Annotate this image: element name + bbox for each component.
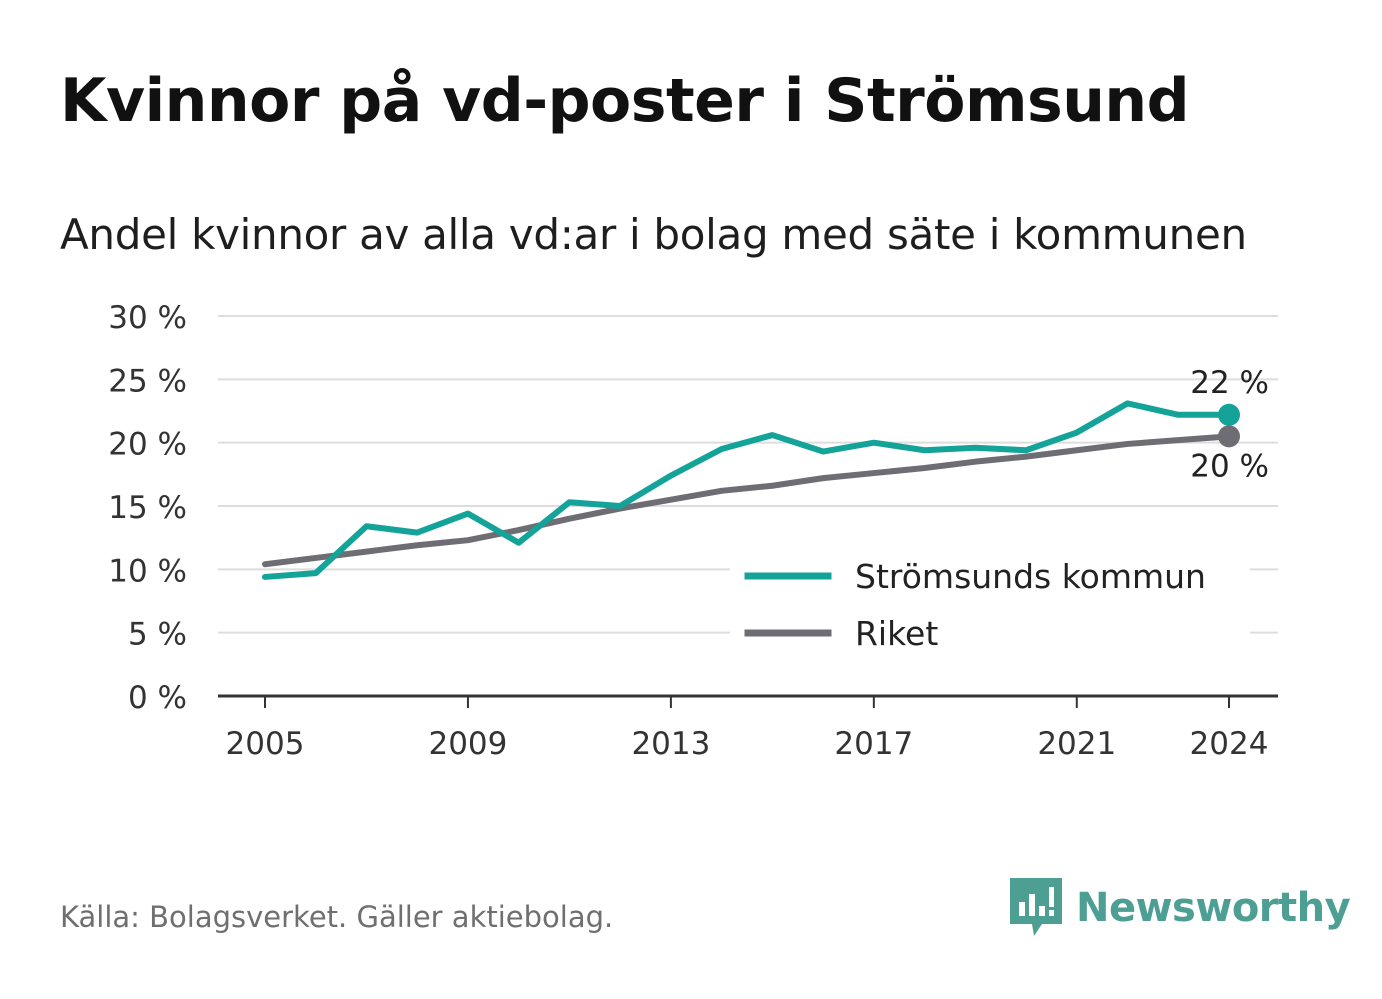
y-tick-label: 15 % — [108, 490, 187, 526]
legend: Strömsunds kommun Riket — [730, 544, 1250, 653]
series-group: 22 % 20 % — [262, 365, 1269, 580]
legend-label: Strömsunds kommun — [855, 557, 1206, 596]
x-tick-label: 2009 — [428, 726, 507, 762]
end-label-stromsund: 22 % — [1190, 365, 1269, 401]
y-tick-label: 30 % — [108, 300, 187, 336]
x-tick-label: 2005 — [226, 726, 305, 762]
chart-subtitle: Andel kvinnor av alla vd:ar i bolag med … — [60, 210, 1247, 259]
legend-label: Riket — [855, 614, 938, 653]
chart-title: Kvinnor på vd-poster i Strömsund — [60, 66, 1190, 136]
end-point-riket — [1218, 425, 1240, 448]
legend-bg — [730, 601, 1250, 653]
series-line-riket — [262, 433, 1232, 568]
x-axis: 2005 2009 2013 2017 2021 2024 — [218, 694, 1278, 762]
x-tick-label: 2017 — [834, 726, 913, 762]
y-tick-label: 20 % — [108, 427, 187, 463]
x-tick-label: 2013 — [631, 726, 710, 762]
source-note: Källa: Bolagsverket. Gäller aktiebolag. — [60, 900, 614, 934]
y-tick-label: 5 % — [128, 617, 187, 653]
series-line-stromsund — [262, 400, 1232, 580]
brand-logo: Newsworthy — [1010, 878, 1351, 938]
end-label-riket: 20 % — [1190, 448, 1269, 484]
y-tick-label: 0 % — [128, 680, 187, 716]
y-axis-ticks: 0 % 5 % 10 % 15 % 20 % 25 % 30 % — [108, 300, 187, 716]
x-tick-label: 2021 — [1037, 726, 1116, 762]
end-point-stromsund — [1218, 403, 1240, 426]
brand-name: Newsworthy — [1076, 885, 1351, 931]
legend-bg — [730, 544, 1250, 596]
y-tick-label: 10 % — [108, 553, 187, 589]
newsworthy-logo-icon — [1010, 878, 1062, 936]
x-tick-label: 2024 — [1190, 726, 1269, 762]
y-tick-label: 25 % — [108, 363, 187, 399]
